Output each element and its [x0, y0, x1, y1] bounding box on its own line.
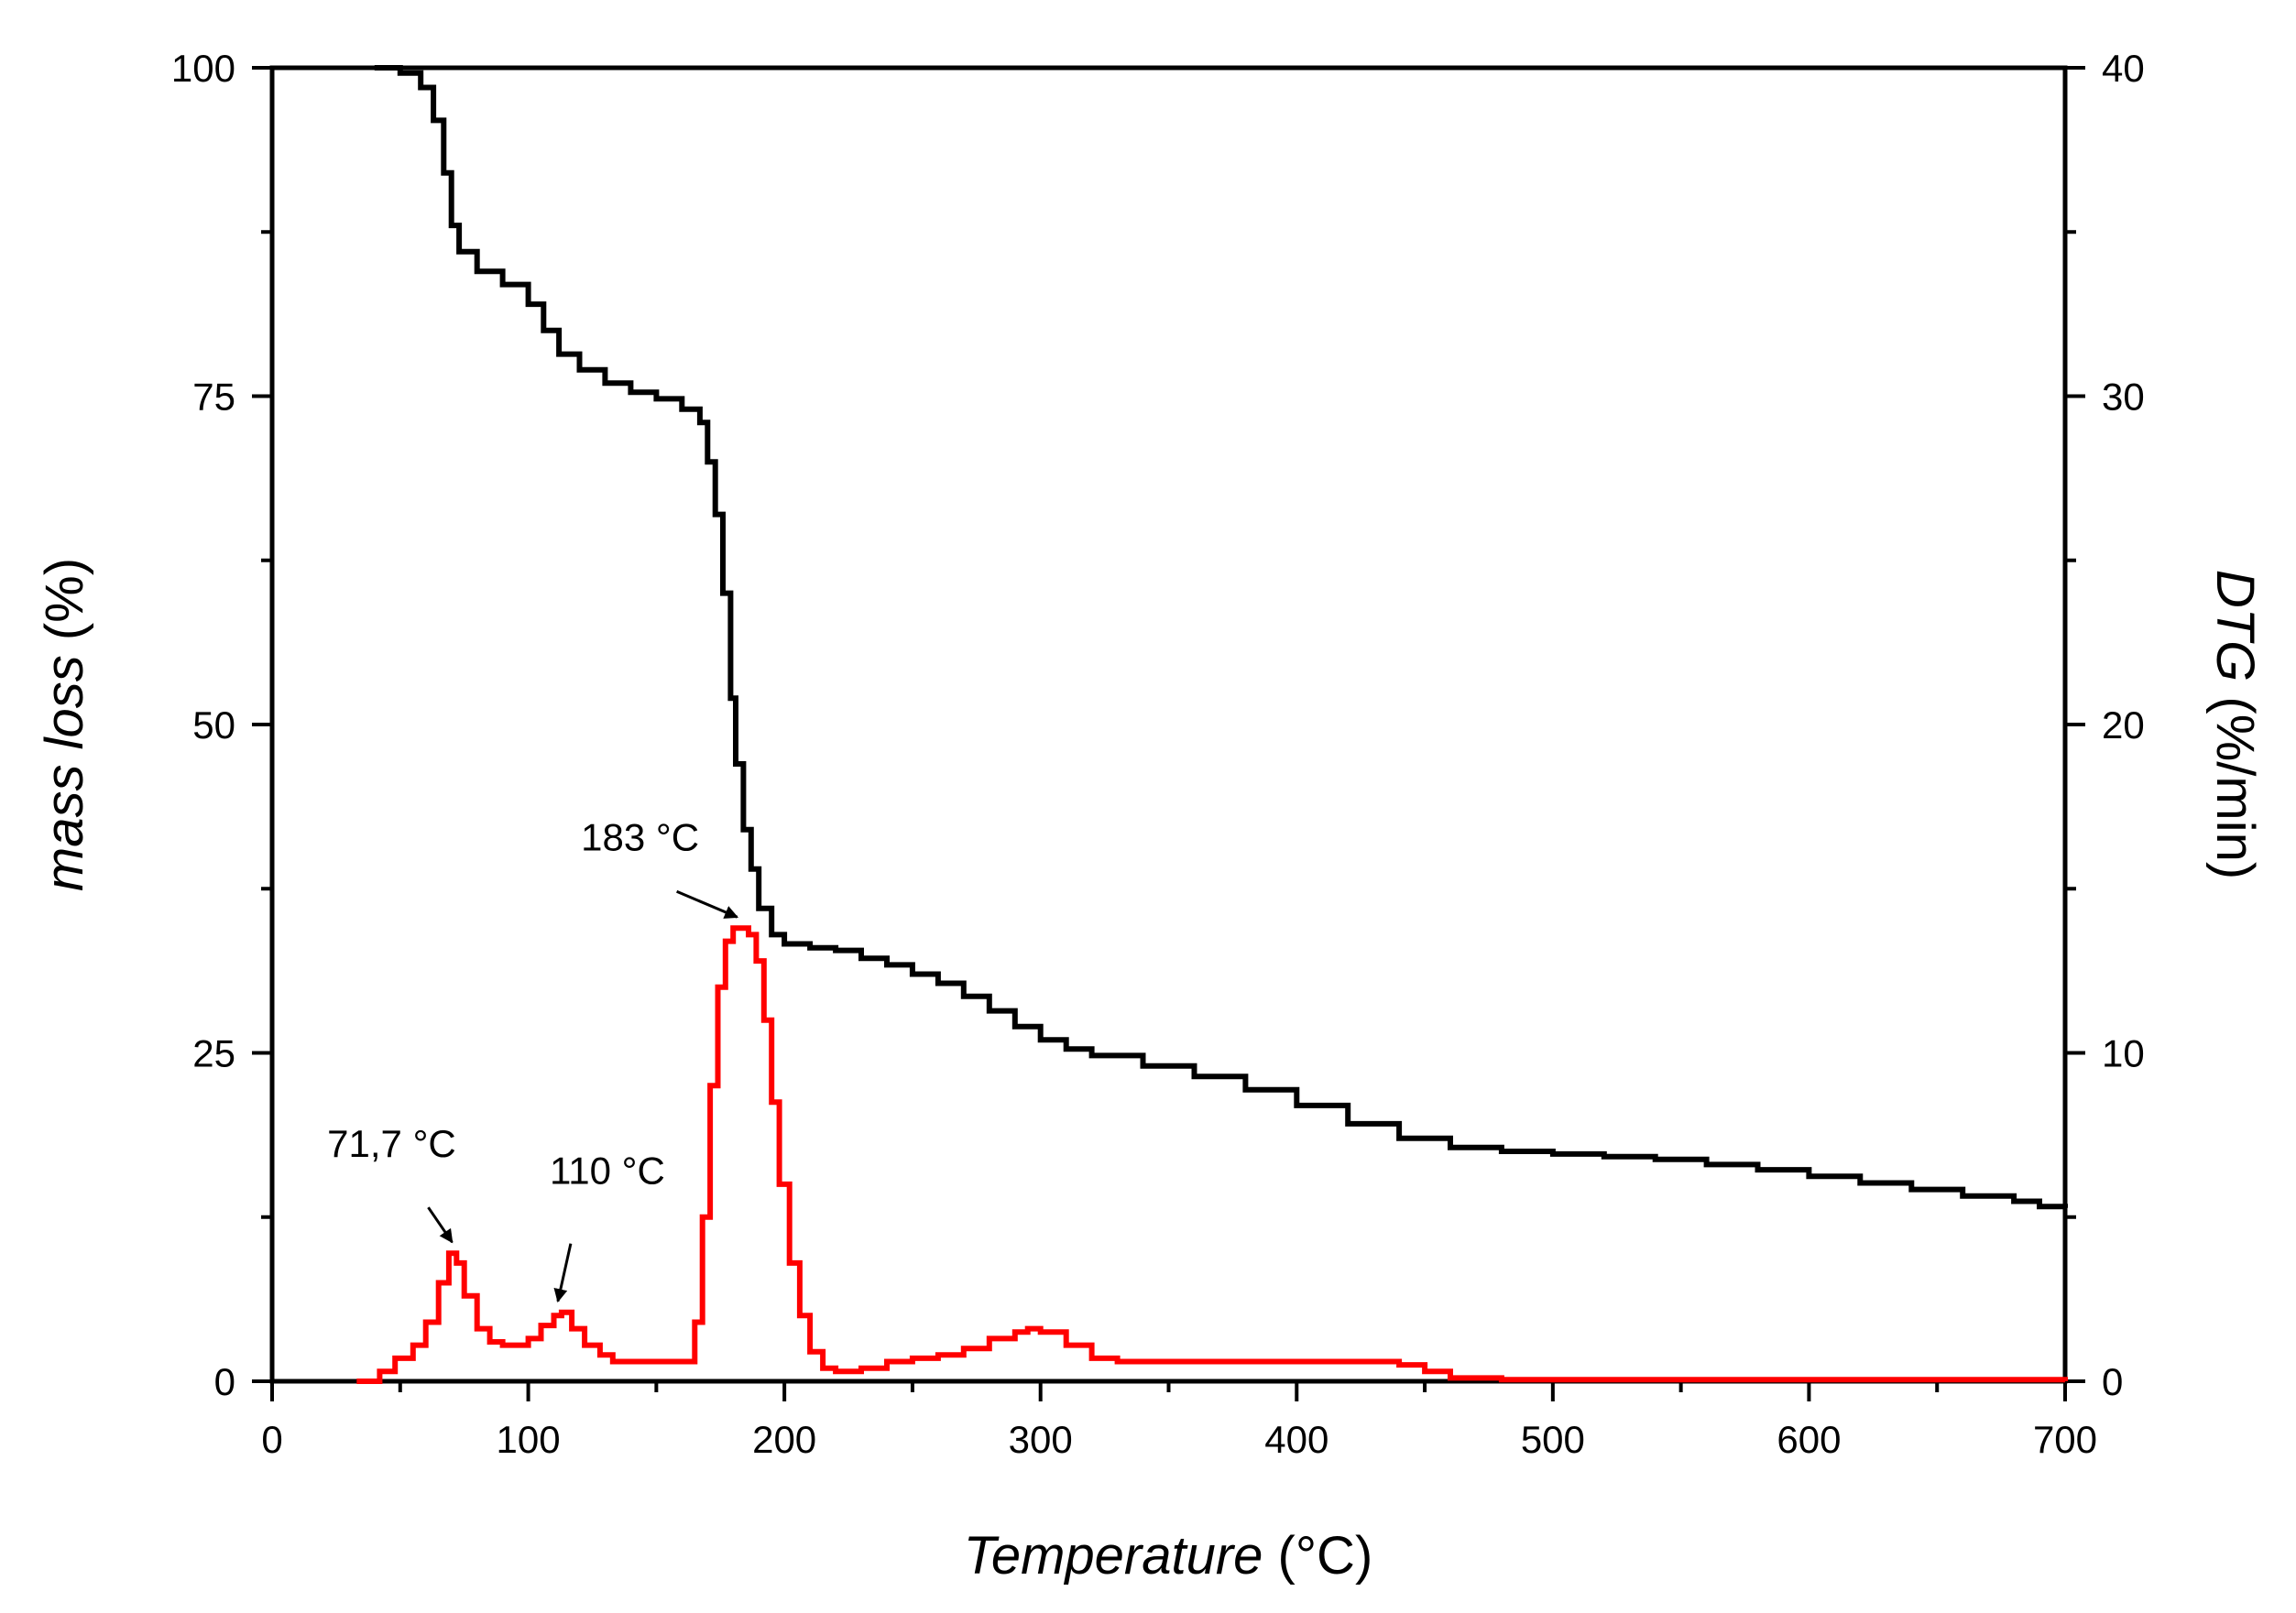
peak-annotation-label: 110 °C [550, 1150, 665, 1193]
y-left-tick-label: 100 [171, 47, 235, 90]
y-left-tick-label: 75 [192, 376, 235, 419]
y-axis-left-title: mass loss (%) [35, 558, 94, 891]
peak-annotation-label: 183 °C [581, 815, 699, 858]
y-right-tick-label: 10 [2102, 1032, 2145, 1075]
dtg-series-line [356, 925, 2068, 1384]
plot-frame [269, 65, 2068, 1384]
series-layer [356, 65, 2068, 1384]
x-tick-label: 700 [2033, 1418, 2097, 1461]
x-tick-label: 500 [1521, 1418, 1585, 1461]
y-right-tick-label: 30 [2102, 376, 2145, 419]
x-axis-title: Temperature (°C) [964, 1526, 1373, 1586]
x-tick-label: 0 [261, 1418, 282, 1461]
y-left-tick-label: 25 [192, 1032, 235, 1075]
x-tick-label: 300 [1009, 1418, 1073, 1461]
peak-annotation-label: 71,7 °C [327, 1122, 456, 1165]
y-right-tick-label: 40 [2102, 47, 2145, 90]
y-right-tick-label: 20 [2102, 703, 2145, 747]
axis-ticks [252, 66, 2085, 1401]
y-right-tick-label: 0 [2102, 1360, 2123, 1403]
x-tick-label: 600 [1777, 1418, 1841, 1461]
y-axis-right-title: DTG (%/min) [2205, 570, 2265, 879]
x-tick-label: 100 [497, 1418, 561, 1461]
axis-tick-labels: 0 100 200 300 400 500 600 700025507510001020304… [171, 47, 2145, 1461]
y-left-tick-label: 50 [192, 703, 235, 747]
x-tick-label: 200 [752, 1418, 816, 1461]
x-tick-label: 400 [1264, 1418, 1328, 1461]
peak-annotation-arrow [553, 1243, 573, 1303]
mass-loss-series-line [374, 65, 2068, 1210]
annotation-layer: 71,7 °C 110 °C 183 °C [327, 815, 738, 1303]
peak-annotation-arrow [427, 1206, 454, 1244]
y-left-tick-label: 0 [214, 1360, 235, 1403]
peak-annotation-arrow [676, 889, 738, 919]
